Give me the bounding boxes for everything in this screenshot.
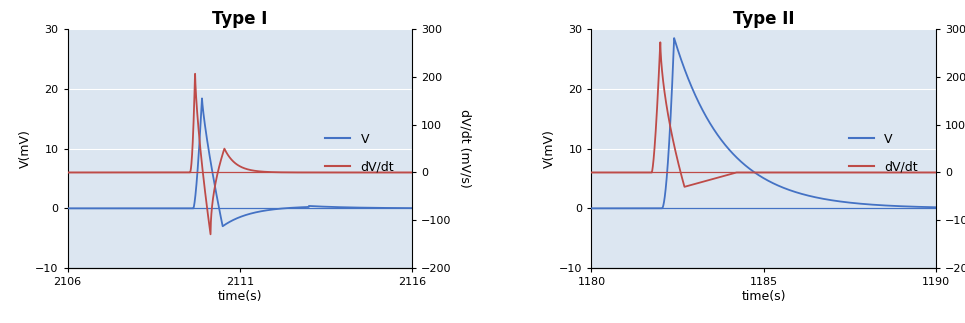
Title: Type II: Type II (733, 9, 794, 27)
X-axis label: time(s): time(s) (741, 290, 786, 303)
Y-axis label: dV/dt (mV/s): dV/dt (mV/s) (458, 109, 471, 188)
Y-axis label: V(mV): V(mV) (19, 129, 33, 168)
Legend: V, dV/dt: V, dV/dt (844, 128, 923, 179)
Legend: V, dV/dt: V, dV/dt (320, 128, 400, 179)
X-axis label: time(s): time(s) (218, 290, 262, 303)
Y-axis label: V(mV): V(mV) (543, 129, 556, 168)
Title: Type I: Type I (212, 9, 267, 27)
